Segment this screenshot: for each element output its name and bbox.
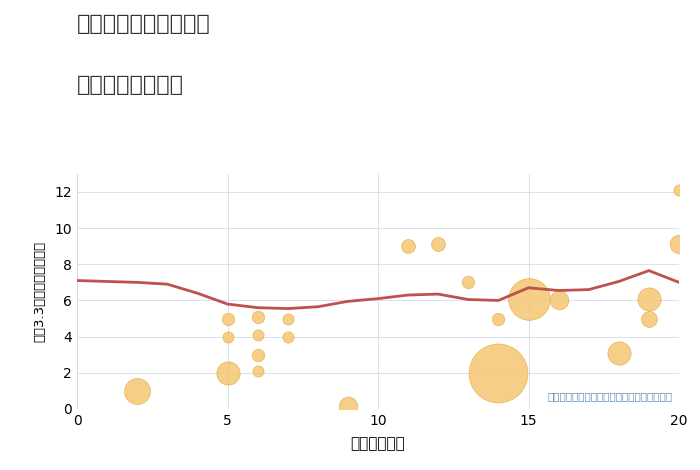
Point	[132, 387, 143, 395]
Point	[252, 367, 263, 375]
Point	[493, 369, 504, 376]
Point	[252, 351, 263, 359]
Text: 駅距離別土地価格: 駅距離別土地価格	[77, 75, 184, 95]
Point	[673, 241, 685, 248]
Point	[463, 279, 474, 286]
Y-axis label: 坪（3.3㎡）単価（万円）: 坪（3.3㎡）単価（万円）	[33, 241, 46, 342]
Point	[282, 315, 293, 322]
Point	[252, 313, 263, 321]
Point	[643, 315, 655, 322]
Point	[643, 295, 655, 302]
Point	[673, 187, 685, 194]
Point	[402, 243, 414, 250]
Text: 円の大きさは、取引のあった物件面積を示す: 円の大きさは、取引のあった物件面積を示す	[548, 392, 673, 402]
Point	[252, 331, 263, 338]
Point	[222, 333, 233, 340]
Point	[613, 349, 624, 357]
Point	[493, 315, 504, 322]
Point	[523, 295, 534, 302]
Point	[342, 402, 354, 410]
Point	[222, 315, 233, 322]
Text: 福岡県柳川市新外町の: 福岡県柳川市新外町の	[77, 14, 211, 34]
Point	[553, 297, 564, 304]
Point	[433, 241, 444, 248]
X-axis label: 駅距離（分）: 駅距離（分）	[351, 436, 405, 451]
Point	[222, 369, 233, 376]
Point	[282, 333, 293, 340]
